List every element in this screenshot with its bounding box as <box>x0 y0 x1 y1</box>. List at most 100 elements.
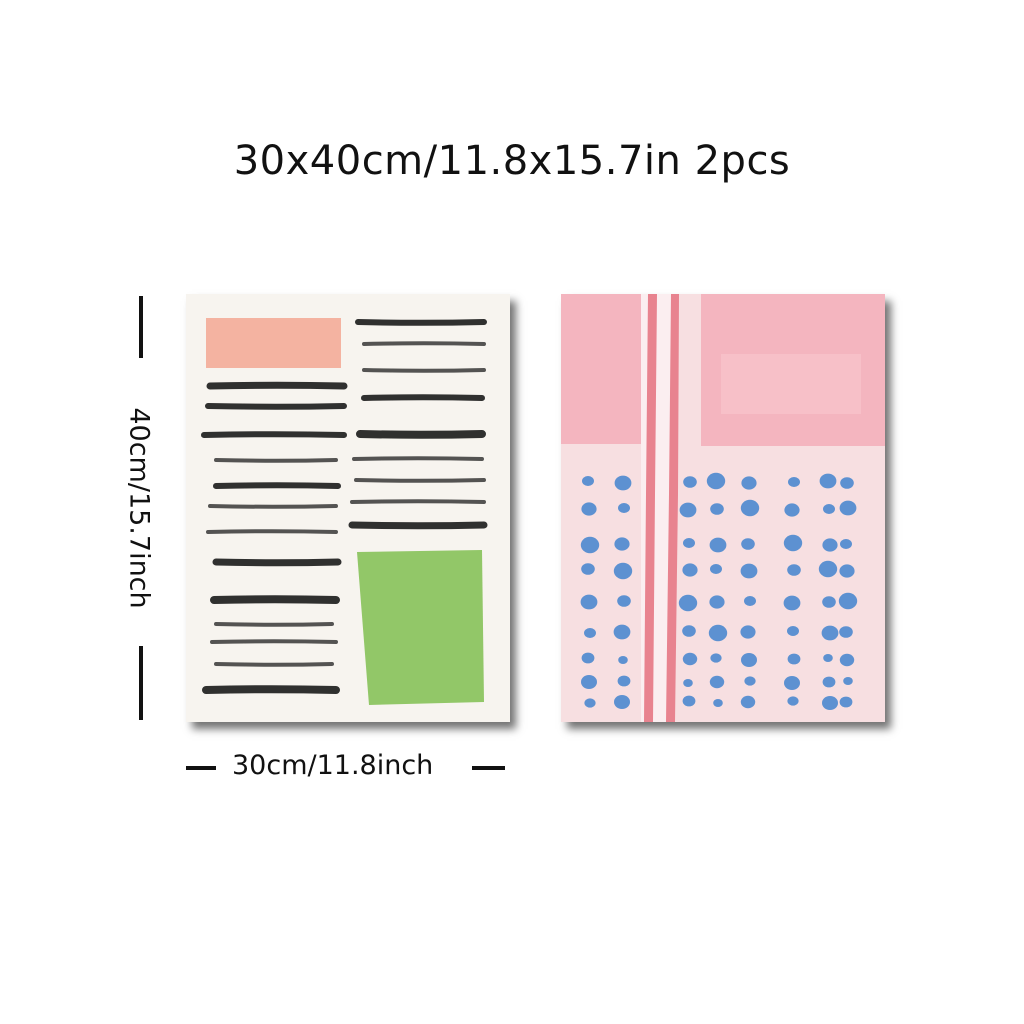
blue-dot <box>822 538 838 552</box>
blue-dot <box>740 625 756 639</box>
brush-stroke <box>206 529 338 534</box>
brush-stroke <box>355 319 487 326</box>
height-dimension-label: 40cm/15.7inch <box>123 407 155 609</box>
blue-dot <box>682 563 698 577</box>
blue-dot <box>823 504 835 514</box>
blue-dot <box>709 537 727 553</box>
blue-dot <box>713 699 723 707</box>
blue-dot <box>614 695 630 709</box>
brush-stroke <box>210 639 338 644</box>
poster-right-artwork <box>561 294 885 722</box>
blue-dot <box>581 675 597 689</box>
blue-dot <box>740 695 756 709</box>
blue-dot <box>580 594 598 610</box>
pink-wash-highlight <box>721 354 861 414</box>
brush-stroke <box>214 458 338 463</box>
brush-stroke <box>362 368 486 373</box>
blue-dot <box>708 624 728 642</box>
brush-stroke <box>356 430 486 439</box>
blue-dot <box>840 477 854 489</box>
blue-dot <box>582 476 594 486</box>
brush-stroke <box>208 504 338 509</box>
blue-dot <box>822 596 836 608</box>
blue-dot <box>584 698 596 708</box>
blue-dot <box>580 536 600 554</box>
blue-dot <box>614 475 632 491</box>
blue-dot <box>581 502 597 516</box>
width-dimension-left-tick <box>186 766 216 770</box>
blue-dot <box>706 472 726 490</box>
blue-dot <box>787 564 801 576</box>
blue-dot <box>584 628 596 638</box>
blue-dot <box>783 534 803 552</box>
brush-stroke <box>202 685 340 694</box>
blue-dot <box>839 564 855 578</box>
poster-right <box>561 294 885 722</box>
pink-vertical-stripe-left <box>644 294 657 722</box>
blue-dot <box>613 562 633 580</box>
blue-dot <box>744 596 756 606</box>
blue-dot <box>787 653 801 665</box>
blue-dot <box>744 676 756 686</box>
blue-dot <box>710 503 724 515</box>
blue-dot <box>682 695 696 707</box>
brush-stroke <box>213 482 341 489</box>
blue-dot <box>821 625 839 641</box>
blue-dot <box>741 476 757 490</box>
blue-dot <box>741 538 755 550</box>
brush-stroke <box>362 341 486 346</box>
brush-stroke <box>201 431 347 438</box>
brush-stroke <box>205 403 347 410</box>
blue-dot <box>581 563 595 575</box>
blue-dot <box>823 654 833 662</box>
width-dimension-right-tick <box>472 766 505 770</box>
page-title: 30x40cm/11.8x15.7in 2pcs <box>233 138 791 184</box>
green-block <box>357 550 484 705</box>
blue-dot <box>822 696 838 710</box>
blue-dot <box>683 679 693 687</box>
brush-stroke <box>214 662 334 667</box>
blue-dot <box>818 560 838 578</box>
blue-dot <box>819 473 837 489</box>
poster-left-artwork <box>186 294 510 722</box>
brush-stroke <box>214 622 334 627</box>
blue-dot <box>822 676 836 688</box>
blue-dot <box>617 595 631 607</box>
blue-dot <box>618 656 628 664</box>
blue-dot <box>788 477 800 487</box>
blue-dot <box>617 675 631 687</box>
pink-vertical-stripe-right <box>666 294 679 722</box>
blue-dot <box>838 592 858 610</box>
brush-stroke <box>352 456 484 461</box>
blue-dot <box>581 652 595 664</box>
width-dimension-label: 30cm/11.8inch <box>232 750 434 781</box>
blue-dot <box>839 626 853 638</box>
blue-dot <box>614 537 630 551</box>
blue-dot <box>839 500 857 516</box>
blue-dot <box>840 539 852 549</box>
brush-stroke <box>361 394 485 401</box>
brush-strokes-group <box>201 319 488 694</box>
blue-dot <box>678 594 698 612</box>
blue-dot <box>784 503 800 517</box>
brush-stroke <box>210 595 340 604</box>
blue-dot <box>740 563 758 579</box>
blue-dots-group <box>580 472 858 710</box>
blue-dot <box>710 653 722 663</box>
blue-dot <box>682 652 698 666</box>
blue-dot <box>682 625 696 637</box>
blue-dot <box>839 653 855 667</box>
blue-dot <box>787 626 799 636</box>
blue-dot <box>709 675 725 689</box>
height-dimension-bottom-tick <box>139 646 143 720</box>
blue-dot <box>783 595 801 611</box>
blue-dot <box>618 503 630 513</box>
blue-dot <box>843 677 853 685</box>
poster-left <box>186 294 510 722</box>
brush-stroke <box>206 381 348 390</box>
blue-dot <box>709 595 725 609</box>
blue-dot <box>683 476 697 488</box>
blue-dot <box>740 499 760 517</box>
height-dimension-top-tick <box>139 296 143 358</box>
blue-dot <box>683 538 695 548</box>
